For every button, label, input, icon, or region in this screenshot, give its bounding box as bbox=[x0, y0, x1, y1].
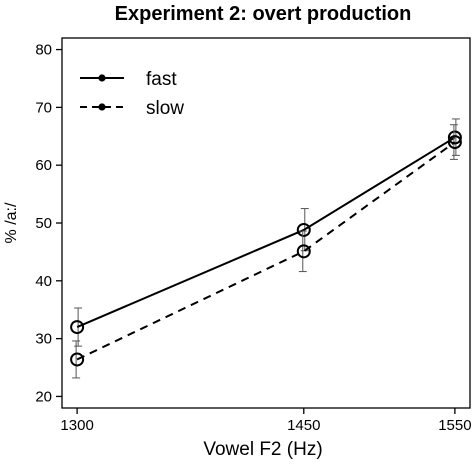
y-axis-label: % /a:/ bbox=[3, 202, 20, 243]
y-tick-label-70: 70 bbox=[35, 99, 52, 116]
y-tick-label-60: 60 bbox=[35, 157, 52, 174]
x-tick-label-1450: 1450 bbox=[287, 417, 320, 434]
data-point-slow-1550 bbox=[447, 135, 462, 150]
legend-marker-fast bbox=[98, 74, 106, 82]
x-axis-label: Vowel F2 (Hz) bbox=[203, 439, 322, 460]
data-series bbox=[70, 118, 462, 379]
data-point-fast-1300 bbox=[70, 320, 85, 335]
data-point-fast-1450 bbox=[296, 222, 311, 237]
legend-label-fast: fast bbox=[146, 69, 177, 90]
y-tick-label-30: 30 bbox=[35, 331, 52, 348]
chart-title: Experiment 2: overt production bbox=[115, 3, 412, 25]
series-slow bbox=[70, 124, 462, 379]
legend-marker-slow bbox=[98, 103, 106, 111]
y-tick-label-20: 20 bbox=[35, 388, 52, 405]
legend: fast slow bbox=[80, 69, 184, 119]
legend-label-slow: slow bbox=[146, 98, 184, 119]
plot-area bbox=[61, 37, 471, 409]
data-point-fast-1550 bbox=[447, 130, 462, 145]
data-point-slow-1300 bbox=[70, 352, 85, 367]
data-point-slow-1450 bbox=[296, 244, 311, 259]
series-line-slow bbox=[76, 141, 456, 361]
x-tick-label-1300: 1300 bbox=[60, 417, 93, 434]
y-tick-label-40: 40 bbox=[35, 273, 52, 290]
y-tick-label-80: 80 bbox=[35, 42, 52, 59]
series-line-fast bbox=[76, 136, 456, 328]
y-tick-label-50: 50 bbox=[35, 215, 52, 232]
series-fast bbox=[70, 118, 462, 347]
x-tick-label-1550: 1550 bbox=[438, 417, 471, 434]
axes: 20 30 40 50 60 70 80 1300 1450 1550 bbox=[35, 42, 471, 434]
